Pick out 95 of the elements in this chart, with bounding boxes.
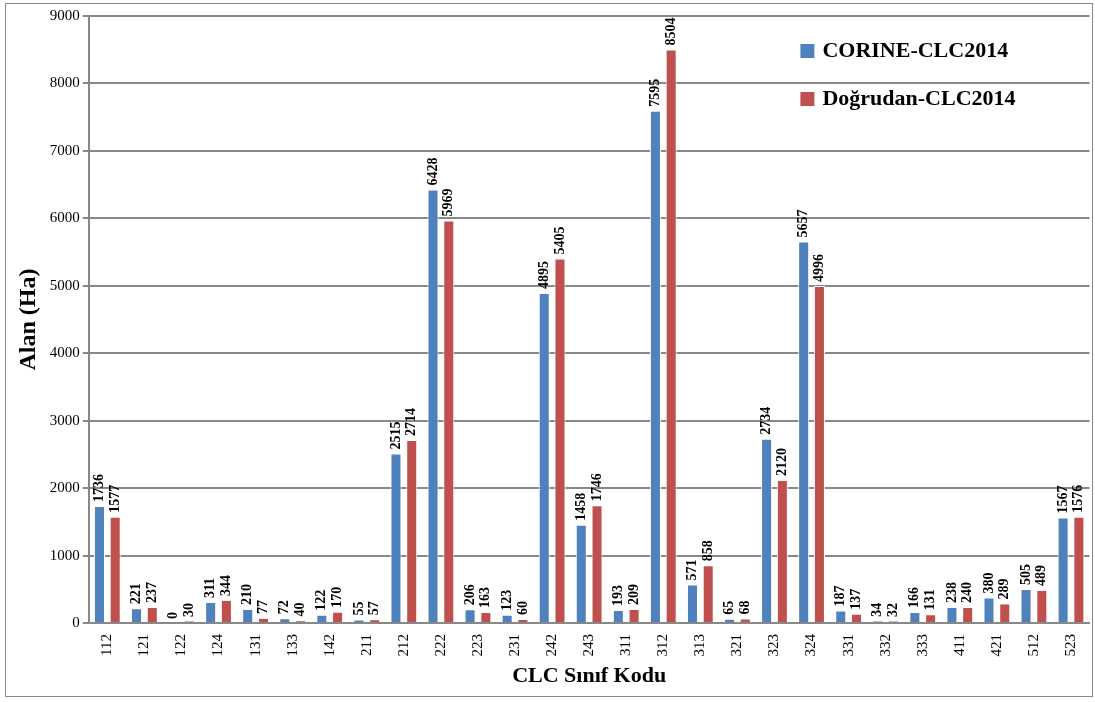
- y-tick-label: 6000: [49, 209, 80, 226]
- x-tick-label: 311: [617, 634, 634, 657]
- data-label: 237: [143, 582, 159, 604]
- x-tick-label: 122: [172, 634, 189, 657]
- y-axis-title: Alan (Ha): [13, 268, 40, 371]
- x-tick-label: 242: [543, 634, 560, 657]
- data-label: 489: [1033, 565, 1049, 587]
- data-label: 68: [736, 600, 752, 615]
- data-label: 1567: [1054, 485, 1070, 514]
- data-label: 55: [350, 601, 366, 616]
- data-label: 5405: [551, 226, 567, 255]
- data-label: 65: [721, 600, 737, 615]
- x-tick-label: 421: [987, 634, 1004, 657]
- x-tick-label: 321: [728, 634, 745, 657]
- x-tick-label: 332: [876, 634, 893, 657]
- data-label: 380: [980, 572, 996, 594]
- x-tick-label: 112: [98, 634, 115, 657]
- data-label: 2515: [387, 421, 403, 450]
- x-tick-label: 331: [839, 634, 856, 657]
- data-label: 238: [943, 582, 959, 604]
- x-tick-label: 312: [654, 634, 671, 657]
- x-tick-label: 222: [431, 634, 448, 657]
- data-label: 6428: [424, 157, 440, 186]
- x-tick-label: 333: [913, 634, 930, 657]
- x-tick-label: 133: [283, 634, 300, 657]
- data-label: 8504: [662, 17, 678, 46]
- x-tick-label: 512: [1024, 634, 1041, 657]
- data-label: 240: [959, 581, 975, 603]
- data-label: 4996: [811, 254, 827, 283]
- data-label: 32: [885, 602, 901, 617]
- data-label: 4895: [535, 260, 551, 289]
- y-tick-label: 5000: [49, 276, 80, 293]
- data-label: 34: [869, 602, 885, 617]
- data-label: 60: [514, 601, 530, 616]
- data-label: 2734: [758, 406, 774, 435]
- data-label: 344: [218, 574, 234, 596]
- data-label: 163: [477, 587, 493, 609]
- x-tick-label: 324: [802, 633, 819, 657]
- data-label: 1577: [106, 484, 122, 513]
- y-tick-label: 2000: [49, 479, 80, 496]
- data-label: 193: [609, 585, 625, 607]
- x-tick-label: 121: [135, 634, 152, 657]
- data-label: 571: [684, 559, 700, 581]
- data-label: 311: [202, 577, 218, 599]
- x-axis-title: CLC Sınıf Kodu: [512, 662, 667, 688]
- data-label: 122: [313, 589, 329, 611]
- data-label: 57: [366, 601, 382, 616]
- data-label: 1576: [1070, 484, 1086, 513]
- data-label: 206: [461, 584, 477, 606]
- data-label: 1736: [91, 474, 107, 502]
- data-label: 2120: [773, 448, 789, 477]
- data-label: 1746: [588, 473, 604, 502]
- y-tick-label: 1000: [49, 546, 80, 563]
- y-tick-label: 4000: [49, 344, 80, 361]
- data-label: 123: [498, 589, 514, 611]
- data-label: 858: [699, 540, 715, 562]
- data-label: 77: [255, 599, 271, 614]
- x-tick-label: 411: [950, 634, 967, 657]
- data-label: 137: [848, 588, 864, 610]
- data-label: 1458: [572, 492, 588, 521]
- data-label: 0: [165, 612, 181, 620]
- x-tick-label: 231: [505, 634, 522, 657]
- y-tick-label: 7000: [49, 141, 80, 158]
- data-label: 5657: [795, 209, 811, 238]
- data-label: 289: [996, 578, 1012, 600]
- data-label: 505: [1017, 564, 1033, 586]
- data-label: 221: [128, 583, 144, 605]
- x-tick-label: 523: [1061, 634, 1078, 657]
- y-tick-label: 8000: [49, 74, 80, 91]
- legend-label: Doğrudan-CLC2014: [822, 84, 1016, 110]
- data-label: 209: [625, 584, 641, 605]
- x-tick-label: 211: [357, 634, 374, 657]
- data-label: 166: [906, 586, 922, 608]
- data-label: 170: [329, 586, 345, 608]
- x-tick-label: 212: [394, 634, 411, 657]
- x-tick-label: 142: [320, 634, 337, 657]
- data-label: 40: [292, 602, 308, 617]
- data-label: 5969: [440, 188, 456, 217]
- legend-label: CORINE-CLC2014: [822, 36, 1009, 62]
- y-tick-label: 3000: [49, 411, 80, 428]
- x-tick-label: 313: [691, 634, 708, 657]
- data-label: 30: [180, 603, 196, 618]
- x-tick-label: 323: [765, 634, 782, 657]
- x-tick-label: 223: [468, 634, 485, 657]
- data-label: 7595: [647, 78, 663, 107]
- data-label: 187: [832, 585, 848, 607]
- data-label: 131: [922, 589, 938, 611]
- x-tick-label: 124: [209, 633, 226, 657]
- data-label: 2714: [403, 408, 419, 437]
- data-label: 210: [239, 583, 255, 605]
- x-tick-label: 243: [580, 634, 597, 657]
- y-tick-label: 9000: [49, 6, 80, 23]
- y-tick-label: 0: [72, 614, 80, 631]
- x-tick-label: 131: [246, 634, 263, 657]
- data-label: 72: [276, 600, 292, 615]
